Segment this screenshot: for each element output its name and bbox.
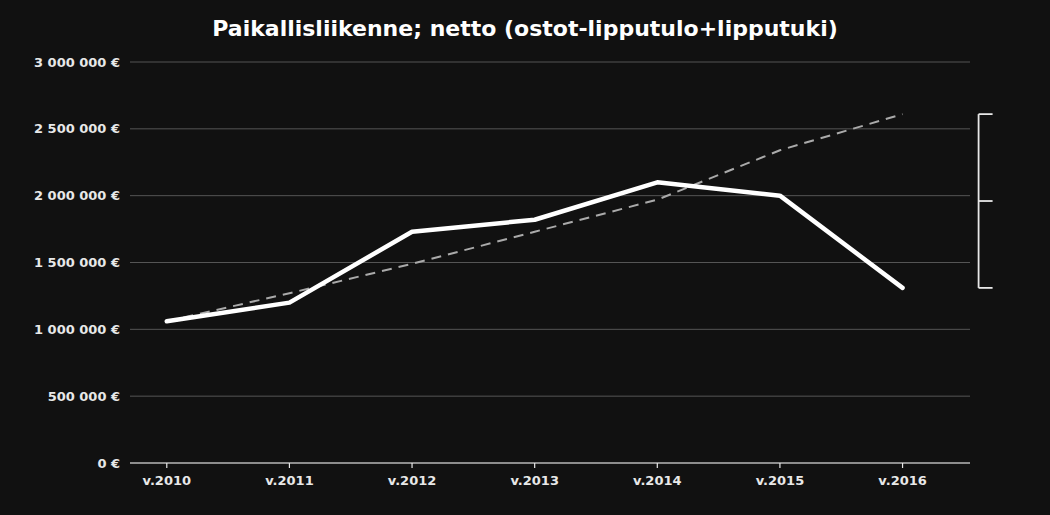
- y-tick-label: 1 500 000 €: [34, 255, 120, 270]
- plot-area: [167, 114, 903, 321]
- grid-line: [130, 195, 970, 196]
- bracket-tick: [979, 113, 993, 115]
- x-tick-label: v.2010: [143, 473, 192, 488]
- y-tick-label: 500 000 €: [48, 389, 120, 404]
- x-axis: [130, 462, 970, 463]
- grid-line: [130, 128, 970, 129]
- x-tick-label: v.2016: [878, 473, 927, 488]
- x-tick: [411, 463, 412, 468]
- x-tick-label: v.2015: [756, 473, 805, 488]
- y-tick-label: 3 000 000 €: [34, 55, 120, 70]
- y-tick-label: 2 000 000 €: [34, 188, 120, 203]
- x-tick: [534, 463, 535, 468]
- x-tick: [657, 463, 658, 468]
- background: [0, 0, 1050, 515]
- x-tick-label: v.2012: [388, 473, 437, 488]
- grid-line: [130, 329, 970, 330]
- y-tick-label: 0 €: [97, 456, 120, 471]
- grid-line: [130, 463, 970, 464]
- x-tick-label: v.2013: [510, 473, 559, 488]
- x-tick-label: v.2014: [633, 473, 682, 488]
- y-tick-label: 2 500 000 €: [34, 121, 120, 136]
- bracket-tick: [979, 200, 993, 202]
- grid-line: [130, 62, 970, 63]
- y-tick-label: 1 000 000 €: [34, 322, 120, 337]
- solid-line: [167, 182, 903, 321]
- grid-line: [130, 262, 970, 263]
- bracket-tick: [979, 287, 993, 289]
- x-tick: [289, 463, 290, 468]
- x-tick: [166, 463, 167, 468]
- dashed-line: [167, 114, 903, 321]
- chart: Paikallisliikenne; netto (ostot-lipputul…: [0, 0, 1050, 515]
- title: Paikallisliikenne; netto (ostot-lipputul…: [212, 16, 838, 41]
- x-tick: [902, 463, 903, 468]
- grid-line: [130, 396, 970, 397]
- x-tick: [779, 463, 780, 468]
- x-tick-label: v.2011: [265, 473, 314, 488]
